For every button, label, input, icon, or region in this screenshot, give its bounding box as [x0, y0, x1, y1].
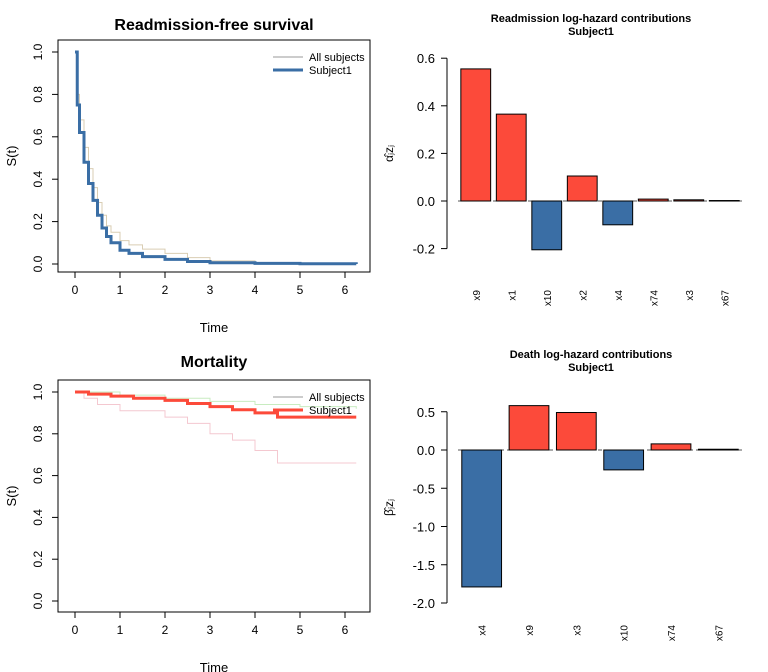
x-tick-label: x74	[649, 290, 660, 307]
plot-title: Death log-hazard contributions	[510, 349, 673, 361]
y-tick-label: -2.0	[413, 596, 435, 611]
bar-x74	[650, 443, 692, 451]
x-tick-label: x4	[614, 290, 625, 301]
x-tick-label: x10	[543, 290, 554, 307]
y-axis-label: S(t)	[4, 146, 19, 167]
y-tick-label: 0.4	[31, 509, 45, 526]
x-tick-label: x67	[714, 625, 725, 642]
y-tick-label: -0.2	[413, 242, 435, 257]
plot-subtitle: Subject1	[568, 362, 614, 374]
x-tick-label: 0	[72, 283, 79, 297]
bar-x1	[495, 113, 527, 202]
legend-label: Subject1	[309, 65, 352, 77]
legend-label: All subjects	[309, 392, 365, 404]
plot-title: Mortality	[181, 354, 248, 371]
y-tick-label: 0.6	[31, 128, 45, 145]
series-line-1	[75, 50, 358, 266]
y-tick-label: -1.0	[413, 520, 435, 535]
x-tick-label: x1	[507, 290, 518, 301]
bar-x10	[531, 200, 563, 251]
y-axis-label: β̂ⱼzⱼ	[382, 499, 396, 516]
series-line-2	[75, 390, 357, 419]
series-line-0	[75, 51, 357, 265]
y-axis-label: S(t)	[4, 486, 19, 507]
plot-title: Readmission-free survival	[114, 17, 313, 34]
y-tick-label: 0.8	[31, 86, 45, 103]
bar-x3	[673, 199, 705, 202]
plot-subtitle: Subject1	[568, 26, 614, 38]
y-tick-label: 0.0	[417, 194, 435, 209]
x-tick-label: x2	[578, 290, 589, 301]
y-tick-label: 0.6	[417, 51, 435, 66]
x-axis-label: Time	[200, 320, 228, 335]
x-tick-label: 1	[117, 623, 124, 637]
bar-x67	[697, 448, 739, 451]
bar-plot-1: Readmission log-hazard contributionsSubj…	[382, 13, 742, 306]
x-tick-label: x67	[720, 290, 731, 307]
x-tick-label: x9	[525, 625, 536, 636]
x-tick-label: x3	[572, 625, 583, 636]
bar-x4	[461, 449, 503, 588]
y-tick-label: 0.0	[417, 443, 435, 458]
x-tick-label: 6	[342, 283, 349, 297]
x-tick-label: 4	[252, 623, 259, 637]
x-tick-label: 2	[162, 283, 169, 297]
series-line-1	[75, 391, 357, 464]
x-tick-label: 1	[117, 283, 124, 297]
x-tick-label: 0	[72, 623, 79, 637]
y-tick-label: 0.6	[31, 467, 45, 484]
y-tick-label: 0.4	[31, 171, 45, 188]
y-tick-label: -1.5	[413, 558, 435, 573]
x-tick-label: x10	[620, 625, 631, 642]
y-tick-label: 0.2	[31, 213, 45, 230]
x-tick-label: x9	[472, 290, 483, 301]
plot-title: Readmission log-hazard contributions	[491, 13, 691, 25]
x-tick-label: x74	[667, 625, 678, 642]
y-tick-label: 0.2	[31, 551, 45, 568]
x-axis-label: Time	[200, 660, 228, 672]
bar-x2	[566, 175, 598, 202]
bar-x4	[602, 200, 634, 226]
x-tick-label: 6	[342, 623, 349, 637]
y-tick-label: 1.0	[31, 383, 45, 400]
plot-frame	[57, 39, 371, 273]
y-tick-label: 0.8	[31, 425, 45, 442]
y-tick-label: 0.2	[417, 146, 435, 161]
legend-label: All subjects	[309, 52, 365, 64]
bar-x9	[508, 405, 550, 451]
bar-x67	[708, 200, 740, 202]
y-tick-label: 0.4	[417, 99, 435, 114]
x-tick-label: 2	[162, 623, 169, 637]
y-tick-label: 0.0	[31, 592, 45, 609]
y-tick-label: 0.5	[417, 405, 435, 420]
y-tick-label: 1.0	[31, 43, 45, 60]
y-tick-label: -0.5	[413, 481, 435, 496]
bar-x3	[555, 412, 597, 451]
plot-frame	[57, 379, 371, 613]
legend-label: Subject1	[309, 405, 352, 417]
bar-x10	[603, 449, 645, 471]
survival-plot-2: Mortality 0 1 2 3 4 5 6 0.0 0.2 0.4 0.6 0.8 1.0 Time S(…	[4, 354, 371, 672]
bar-x9	[460, 68, 492, 202]
x-tick-label: 5	[297, 623, 304, 637]
x-tick-label: 3	[207, 283, 214, 297]
x-tick-label: 3	[207, 623, 214, 637]
x-tick-label: x4	[478, 625, 489, 636]
survival-plot-0: Readmission-free survival 0 1 2 3 4 5 6 0.0 0.2 0.…	[4, 17, 371, 335]
y-axis-label: α̂ⱼzⱼ	[382, 145, 396, 162]
x-tick-label: 4	[252, 283, 259, 297]
bar-x74	[637, 198, 669, 202]
y-tick-label: 0.0	[31, 255, 45, 272]
x-tick-label: x3	[685, 290, 696, 301]
x-tick-label: 5	[297, 283, 304, 297]
